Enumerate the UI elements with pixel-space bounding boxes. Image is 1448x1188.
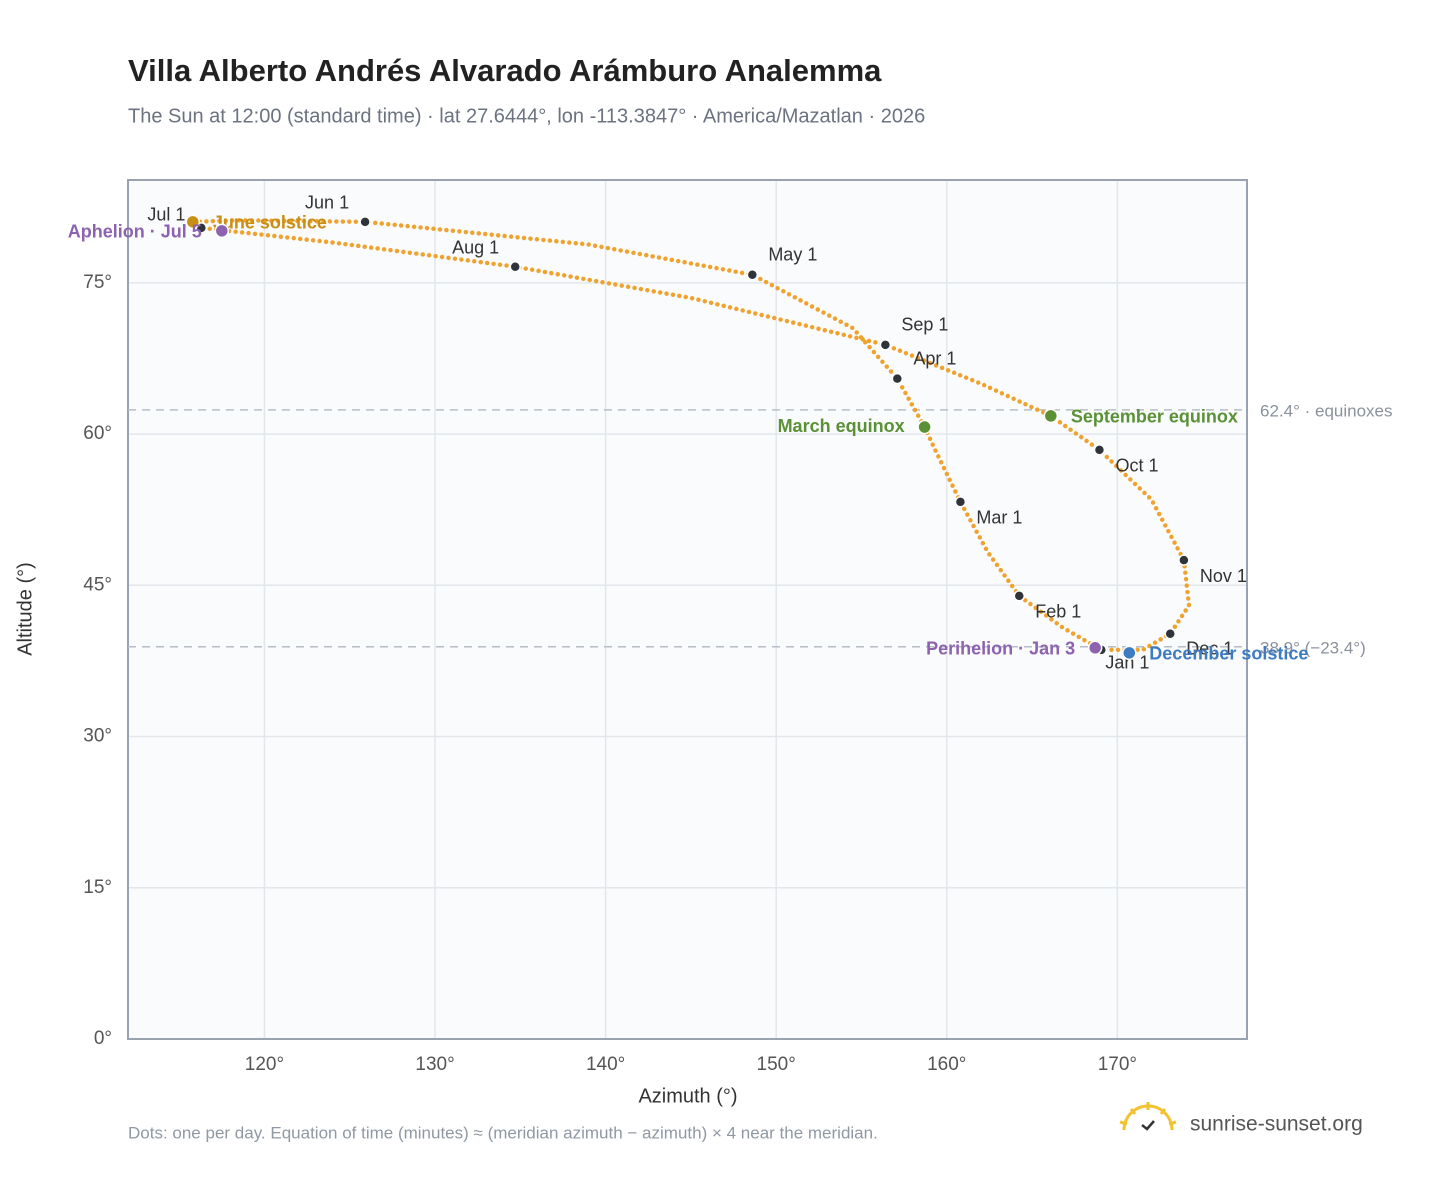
month-label: Nov 1 xyxy=(1200,566,1247,586)
month-dot xyxy=(746,269,759,281)
month-dot xyxy=(954,496,967,508)
event-label: September equinox xyxy=(1071,407,1238,427)
event-dot xyxy=(185,214,201,230)
month-label: Jan 1 xyxy=(1105,653,1149,673)
x-tick-label: 120° xyxy=(245,1054,284,1075)
event-dot xyxy=(1122,645,1137,661)
month-dot xyxy=(1013,590,1026,602)
month-dot xyxy=(359,216,371,228)
month-label: Aug 1 xyxy=(452,237,499,257)
event-dot xyxy=(1043,408,1059,424)
y-tick-label: 30° xyxy=(83,726,112,747)
event-label: Perihelion · Jan 3 xyxy=(926,639,1075,659)
x-tick-label: 150° xyxy=(757,1054,796,1075)
brand-logo xyxy=(1119,1102,1177,1131)
reference-label: 38.9° (−23.4°) xyxy=(1260,638,1366,657)
month-dot xyxy=(1093,444,1106,456)
month-dot xyxy=(891,372,904,385)
plot-area xyxy=(128,180,1247,1039)
month-label: Apr 1 xyxy=(913,348,956,368)
event-label: March equinox xyxy=(778,416,905,436)
month-label: May 1 xyxy=(768,245,817,265)
y-tick-label: 15° xyxy=(83,877,112,898)
month-dot xyxy=(1178,554,1190,566)
month-dot xyxy=(509,260,521,273)
event-dot xyxy=(917,419,932,435)
month-label: Jun 1 xyxy=(305,193,349,213)
x-axis-label: Azimuth (°) xyxy=(638,1085,737,1107)
footnote: Dots: one per day. Equation of time (min… xyxy=(128,1123,878,1142)
x-tick-label: 160° xyxy=(927,1054,966,1075)
event-dot xyxy=(214,223,230,239)
x-tick-label: 130° xyxy=(415,1054,454,1075)
y-tick-label: 60° xyxy=(83,423,112,444)
x-tick-label: 140° xyxy=(586,1054,625,1075)
event-label: December solstice xyxy=(1149,644,1308,664)
month-label: Mar 1 xyxy=(976,508,1022,528)
y-axis-label: Altitude (°) xyxy=(14,562,36,656)
y-tick-label: 45° xyxy=(83,574,112,595)
x-tick-label: 170° xyxy=(1098,1054,1137,1075)
chart-subtitle: The Sun at 12:00 (standard time) · lat 2… xyxy=(128,105,925,127)
month-label: Oct 1 xyxy=(1115,456,1158,476)
month-dot xyxy=(879,339,892,351)
month-label: Dec 1 xyxy=(1186,638,1233,658)
event-dot xyxy=(1087,640,1103,656)
event-label: June solstice xyxy=(213,213,327,233)
reference-label: 62.4° · equinoxes xyxy=(1260,401,1393,420)
month-label: Sep 1 xyxy=(901,315,948,335)
month-label: Feb 1 xyxy=(1035,602,1081,622)
chart-title: Villa Alberto Andrés Alvarado Arámburo A… xyxy=(128,53,882,88)
brand: sunrise-sunset.org xyxy=(1190,1113,1363,1136)
month-label: Jul 1 xyxy=(147,205,185,225)
event-label: Aphelion · Jul 5 xyxy=(68,222,202,242)
y-tick-label: 0° xyxy=(94,1028,112,1049)
y-tick-label: 75° xyxy=(83,272,112,293)
plot-frame xyxy=(127,179,1248,1040)
month-dot xyxy=(1164,627,1176,640)
